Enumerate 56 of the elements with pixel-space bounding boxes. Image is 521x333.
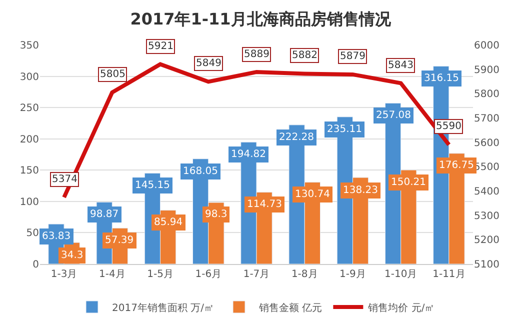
data-label: 5879 xyxy=(340,51,366,62)
data-label: 5849 xyxy=(196,58,222,69)
y-tick-label: 100 xyxy=(20,196,39,208)
y-tick-label: 150 xyxy=(20,166,39,177)
data-label: 63.83 xyxy=(42,231,71,242)
data-label: 316.15 xyxy=(424,73,459,84)
data-label: 176.75 xyxy=(439,160,474,171)
x-tick-label: 1-5月 xyxy=(147,269,174,280)
data-label: 150.21 xyxy=(391,177,426,188)
chart-title: 2017年1-11月北海商品房销售情况 xyxy=(130,10,392,29)
y2-tick-label: 5900 xyxy=(474,64,500,76)
y2-tick-label: 6000 xyxy=(474,40,500,52)
y-tick-label: 300 xyxy=(20,72,39,83)
data-label: 5882 xyxy=(292,50,318,61)
data-label: 57.39 xyxy=(105,235,134,246)
y-tick-label: 350 xyxy=(20,40,39,52)
data-label: 5374 xyxy=(52,174,78,185)
y-tick-label: 250 xyxy=(20,103,39,114)
data-label: 85.94 xyxy=(154,217,183,228)
data-label: 5590 xyxy=(436,121,462,132)
y2-tick-label: 5400 xyxy=(474,186,500,198)
y2-tick-label: 5300 xyxy=(474,210,500,222)
data-label: 98.87 xyxy=(90,209,119,220)
y2-tick-label: 5100 xyxy=(474,260,500,270)
data-label: 145.15 xyxy=(135,180,170,191)
y2-tick-label: 5600 xyxy=(474,138,500,149)
data-label: 222.28 xyxy=(279,132,314,143)
y-tick-label: 200 xyxy=(20,134,39,146)
data-label: 130.74 xyxy=(295,189,330,200)
data-label: 5843 xyxy=(388,60,414,71)
legend-label: 2017年销售面积 万/㎡ xyxy=(112,302,214,314)
x-tick-label: 1-10月 xyxy=(384,269,418,280)
data-label: 114.73 xyxy=(247,199,282,210)
y2-tick-label: 5700 xyxy=(474,114,500,124)
data-label: 5921 xyxy=(148,41,174,52)
y2-tick-label: 5800 xyxy=(474,89,500,100)
data-label: 168.05 xyxy=(183,166,218,177)
y-tick-label: 50 xyxy=(26,228,39,240)
data-label: 138.23 xyxy=(343,185,378,196)
legend-label: 销售均价 元/㎡ xyxy=(367,302,435,314)
data-label: 235.11 xyxy=(327,124,362,135)
x-tick-label: 1-7月 xyxy=(243,269,270,280)
x-tick-label: 1-3月 xyxy=(50,269,78,280)
x-tick-label: 1-11月 xyxy=(432,269,466,280)
data-label: 98.3 xyxy=(205,209,228,220)
x-tick-label: 1-4月 xyxy=(99,269,126,280)
x-tick-label: 1-9月 xyxy=(340,269,366,280)
x-tick-label: 1-8月 xyxy=(291,269,318,280)
data-label: 5889 xyxy=(244,49,270,60)
y-tick-label: 0 xyxy=(32,260,39,270)
y2-tick-label: 5200 xyxy=(474,235,500,246)
data-label: 194.82 xyxy=(231,149,266,160)
x-tick-label: 1-6月 xyxy=(195,269,222,280)
legend-label: 销售金额 亿元 xyxy=(258,302,322,314)
data-label: 5805 xyxy=(100,69,126,80)
data-label: 257.08 xyxy=(376,110,411,121)
